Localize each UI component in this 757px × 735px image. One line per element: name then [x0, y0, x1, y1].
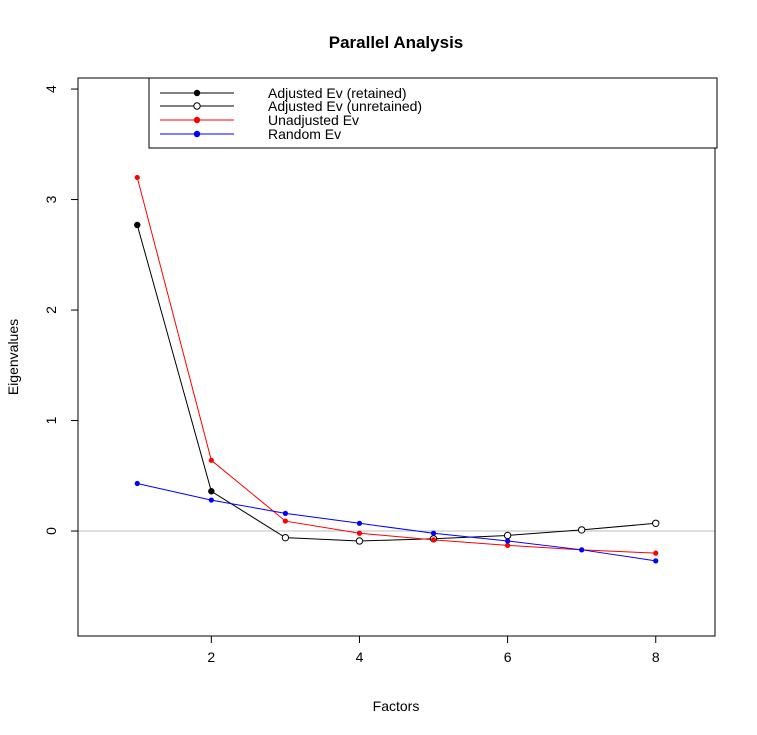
x-tick-label: 4: [356, 649, 364, 665]
data-point-unadjusted: [505, 542, 511, 548]
legend-marker: [193, 89, 201, 97]
data-point-unadjusted: [282, 518, 288, 524]
data-point-unadjusted: [356, 530, 363, 536]
series-line-adjusted: [136, 224, 656, 542]
data-point-unadjusted: [430, 537, 437, 543]
data-point-adjusted-unretained: [355, 537, 364, 545]
data-point-random: [505, 538, 511, 544]
chart-title: Parallel Analysis: [329, 33, 464, 52]
legend: Adjusted Ev (retained)Adjusted Ev (unret…: [148, 77, 718, 149]
legend-label: Random Ev: [268, 126, 341, 142]
y-tick-label: 0: [43, 527, 59, 535]
x-tick-label: 2: [207, 649, 215, 665]
data-point-random: [653, 558, 659, 564]
series-line-random: [137, 483, 656, 562]
data-point-adjusted-retained: [208, 488, 215, 495]
x-tick-label: 8: [652, 649, 660, 665]
data-point-unadjusted: [134, 174, 140, 181]
y-tick-label: 4: [43, 85, 59, 93]
legend-marker: [193, 130, 201, 138]
legend-label: Adjusted Ev (unretained): [268, 98, 422, 114]
data-point-random: [356, 520, 363, 526]
data-point-random: [579, 547, 585, 553]
data-point-unadjusted: [208, 457, 214, 463]
data-point-adjusted-unretained: [503, 531, 512, 540]
legend-marker: [193, 116, 201, 124]
data-point-adjusted-unretained: [281, 533, 290, 542]
y-tick-label: 1: [43, 416, 59, 424]
y-tick-label: 3: [43, 195, 59, 203]
data-point-random: [430, 530, 437, 536]
y-tick-label: 2: [43, 306, 59, 314]
data-point-unadjusted: [653, 550, 659, 556]
data-point-random: [282, 510, 288, 516]
legend-box: [148, 77, 718, 149]
data-point-adjusted-unretained: [652, 519, 660, 527]
series-line-unadjusted: [136, 177, 656, 554]
legend-label: Unadjusted Ev: [268, 112, 359, 128]
data-point-adjusted-retained: [134, 221, 141, 229]
data-point-random: [134, 480, 140, 487]
legend-label: Adjusted Ev (retained): [268, 85, 407, 101]
series-layer: [134, 174, 660, 564]
axes: 2 4 6 8 0 1 2 3 4: [43, 85, 660, 665]
y-axis-label: Eigenvalues: [5, 319, 21, 395]
legend-marker-open: [193, 102, 201, 110]
data-point-adjusted-unretained: [577, 526, 586, 534]
x-axis-label: Factors: [373, 698, 420, 714]
x-tick-label: 6: [504, 649, 512, 665]
data-point-random: [208, 497, 214, 503]
